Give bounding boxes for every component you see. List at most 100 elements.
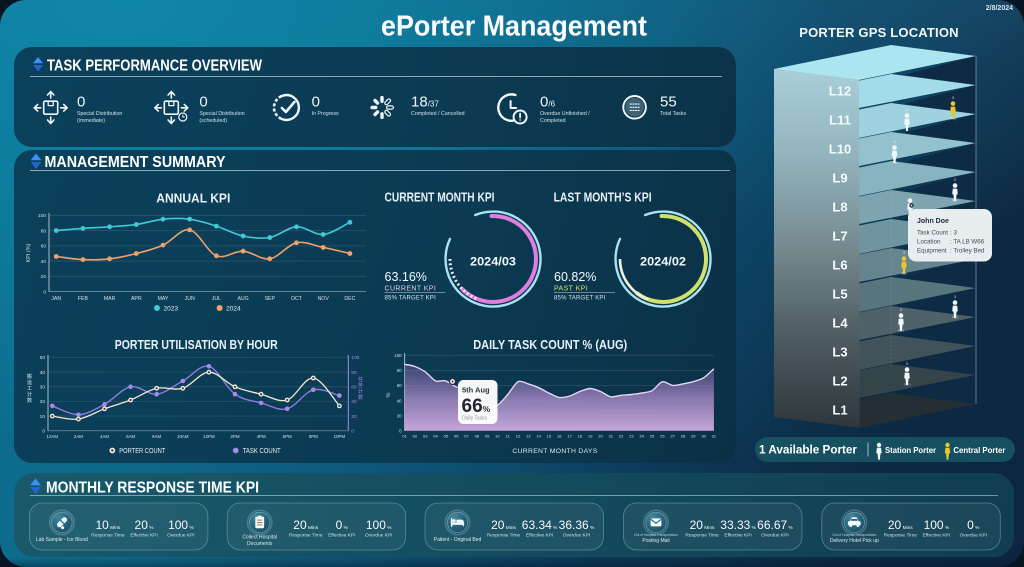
- svg-text:6AM: 6AM: [126, 434, 135, 439]
- svg-text:80: 80: [41, 228, 47, 234]
- svg-text:3: 3: [906, 362, 908, 366]
- svg-text:0: 0: [351, 429, 354, 435]
- svg-text:Effective KPI: Effective KPI: [328, 533, 355, 539]
- svg-text:66.67 %: 66.67 %: [757, 518, 793, 532]
- svg-text:01: 01: [402, 434, 407, 439]
- svg-text:Posting Mail: Posting Mail: [642, 538, 669, 544]
- svg-text:Completed / Cancelled: Completed / Cancelled: [411, 111, 465, 117]
- svg-text:PORTER COUNT: PORTER COUNT: [119, 448, 166, 455]
- svg-text:0: 0: [199, 94, 207, 111]
- svg-text:10PM: 10PM: [334, 434, 346, 439]
- svg-text:CURRENT KPI: CURRENT KPI: [385, 286, 437, 293]
- svg-text:0: 0: [77, 94, 85, 111]
- svg-text:1: 1: [906, 108, 908, 112]
- svg-text:Special Distribution: Special Distribution: [77, 111, 122, 117]
- svg-text:Station Porter: Station Porter: [885, 445, 937, 455]
- svg-text:Equipment: Equipment: [917, 248, 947, 255]
- svg-text:10AM: 10AM: [177, 434, 189, 439]
- svg-text:0: 0: [900, 308, 902, 312]
- svg-text:Effective KPI: Effective KPI: [526, 533, 553, 539]
- svg-text:19: 19: [588, 434, 593, 439]
- svg-text:L11: L11: [829, 113, 851, 128]
- svg-text:100 %: 100 %: [366, 518, 392, 532]
- svg-text:JUN: JUN: [185, 296, 195, 302]
- svg-text:John Doe: John Doe: [917, 218, 949, 225]
- svg-text:JUL: JUL: [212, 296, 221, 302]
- svg-text:OCT: OCT: [291, 296, 303, 302]
- svg-text:4PM: 4PM: [257, 434, 266, 439]
- svg-text:20: 20: [40, 399, 46, 405]
- svg-text:3: 3: [903, 251, 905, 255]
- svg-text:Special Distribution: Special Distribution: [199, 111, 244, 117]
- svg-text:Effective KPI: Effective KPI: [923, 533, 950, 539]
- svg-text:工: 工: [27, 386, 32, 392]
- svg-text:L6: L6: [832, 258, 847, 273]
- svg-text:Documents: Documents: [247, 541, 273, 547]
- svg-text:Tom: Tom: [952, 316, 959, 320]
- svg-text:55: 55: [660, 94, 677, 111]
- svg-text:80: 80: [351, 370, 357, 376]
- svg-text:Location: Location: [917, 239, 941, 246]
- svg-text:25: 25: [650, 434, 655, 439]
- svg-text:6PM: 6PM: [283, 434, 292, 439]
- svg-text:0: 0: [42, 429, 45, 435]
- svg-text:Overdue Unfinished /: Overdue Unfinished /: [540, 111, 590, 117]
- svg-text:PAST KPI: PAST KPI: [554, 286, 588, 293]
- svg-text:Completed: Completed: [540, 118, 566, 124]
- svg-text:MAY: MAY: [158, 296, 169, 302]
- svg-text:03: 03: [423, 434, 428, 439]
- svg-text:L7: L7: [832, 229, 847, 244]
- svg-text:24: 24: [639, 434, 644, 439]
- svg-text:05: 05: [444, 434, 449, 439]
- svg-text:(immediate): (immediate): [77, 118, 105, 124]
- svg-text:L1: L1: [832, 403, 847, 418]
- svg-text:Response Time: Response Time: [91, 533, 125, 539]
- svg-text:2024/03: 2024/03: [470, 257, 516, 269]
- svg-text:Response Time: Response Time: [289, 533, 323, 539]
- svg-text:Amy: Amy: [950, 117, 957, 121]
- svg-text:09: 09: [485, 434, 490, 439]
- svg-text:Delivery Hotel Pick up: Delivery Hotel Pick up: [830, 538, 879, 544]
- svg-text:63.16%: 63.16%: [385, 270, 427, 284]
- svg-text:30: 30: [701, 434, 706, 439]
- svg-text:SEP: SEP: [265, 296, 276, 302]
- svg-text:2PM: 2PM: [230, 434, 239, 439]
- svg-text:36.36 %: 36.36 %: [559, 518, 595, 532]
- svg-text:85% TARGET KPI: 85% TARGET KPI: [554, 296, 606, 302]
- svg-text:: Trolley Bed: : Trolley Bed: [950, 248, 985, 255]
- svg-text:5th Aug: 5th Aug: [462, 386, 490, 395]
- svg-text:搬: 搬: [27, 373, 32, 380]
- svg-text:02: 02: [413, 434, 418, 439]
- svg-text:MANAGEMENT SUMMARY: MANAGEMENT SUMMARY: [45, 154, 226, 171]
- svg-text:数: 数: [358, 394, 363, 401]
- svg-text:APR: APR: [131, 296, 142, 302]
- svg-text:MONTHLY RESPONSE TIME KPI: MONTHLY RESPONSE TIME KPI: [46, 480, 259, 497]
- svg-text:ANNUAL KPI: ANNUAL KPI: [156, 192, 230, 206]
- svg-text:Effective KPI: Effective KPI: [724, 533, 751, 539]
- svg-text:KPI (%): KPI (%): [26, 243, 32, 262]
- svg-text:ePorter Management: ePorter Management: [381, 11, 647, 43]
- svg-text:任: 任: [358, 376, 363, 383]
- svg-text:Response Time: Response Time: [884, 533, 918, 539]
- svg-text:Overdue KPI: Overdue KPI: [365, 533, 392, 539]
- svg-text:Total Tasks: Total Tasks: [660, 111, 686, 117]
- svg-text:8PM: 8PM: [309, 434, 318, 439]
- svg-text:3: 3: [954, 295, 956, 299]
- svg-text:10: 10: [40, 414, 46, 420]
- svg-text:63.34 %: 63.34 %: [522, 518, 558, 532]
- svg-text:: 3: : 3: [950, 230, 957, 237]
- svg-text:Response Time: Response Time: [685, 533, 719, 539]
- svg-text:85% TARGET KPI: 85% TARGET KPI: [385, 296, 437, 302]
- svg-text:08: 08: [475, 434, 480, 439]
- svg-text:06: 06: [454, 434, 459, 439]
- svg-text:15: 15: [547, 434, 552, 439]
- svg-text:计: 计: [27, 391, 32, 398]
- svg-text:PORTER UTILISATION BY HOUR: PORTER UTILISATION BY HOUR: [115, 337, 278, 352]
- svg-text:In Progress: In Progress: [312, 111, 339, 117]
- svg-text:50: 50: [40, 355, 46, 361]
- svg-text:28: 28: [681, 434, 686, 439]
- svg-text:L8: L8: [832, 200, 847, 215]
- svg-text:: TA LB W66: : TA LB W66: [950, 239, 985, 246]
- svg-text:3: 3: [952, 96, 954, 100]
- svg-text:17: 17: [567, 434, 572, 439]
